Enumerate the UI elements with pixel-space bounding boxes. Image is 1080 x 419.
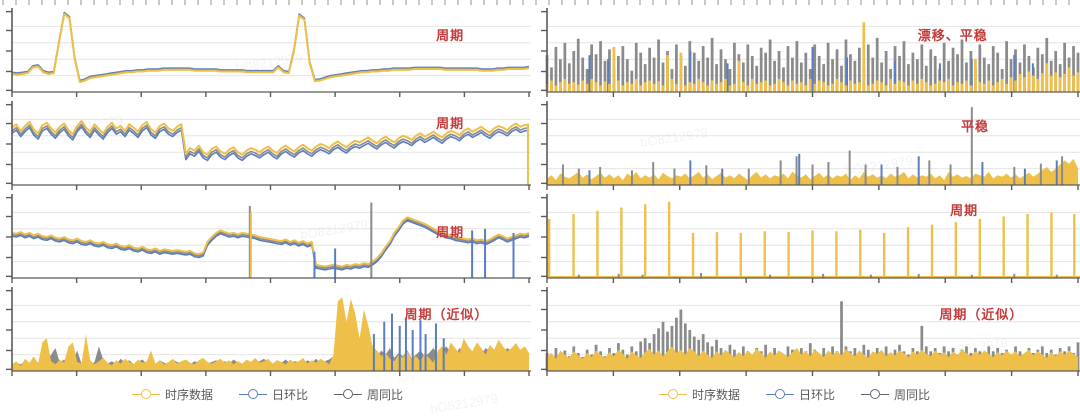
bar-chart-drift-stationary (541, 8, 1080, 97)
annotation-label: 周期 (436, 28, 465, 44)
annotation-label: 周期 (436, 225, 465, 241)
legend-label: 周同比 (367, 387, 404, 402)
annotation-label: 周期 (436, 115, 465, 131)
line-circle-marker-icon (334, 389, 362, 399)
annotation-label: 漂移、平稳 (917, 28, 988, 44)
annotation-label: 平稳 (960, 119, 989, 135)
legend-left: 时序数据 日环比 周同比 (4, 383, 531, 405)
line-circle-marker-icon (131, 389, 160, 399)
left-chart-column: 周期 周期 周期 周期（近似） 时序数据 日环比 周同比 (4, 7, 531, 405)
chart-panel-left-row1: 周期 (4, 7, 531, 98)
right-chart-column: 漂移、平稳 平稳 周期 周期（近似） 时序数据 日环比 周同比 (539, 7, 1080, 405)
chart-panel-left-row4: 周期（近似） (4, 286, 531, 377)
legend-label: 时序数据 (691, 387, 740, 402)
line-circle-marker-icon (658, 389, 687, 399)
line-circle-marker-icon (765, 389, 794, 399)
legend-item-day-over-day: 日环比 (238, 386, 308, 403)
legend-item-timeseries: 时序数据 (131, 386, 213, 403)
legend-item-timeseries: 时序数据 (658, 386, 740, 403)
bar-chart-stationary (541, 101, 1080, 190)
cropped-axis-tick-strip (2, 0, 1078, 5)
chart-panel-right-row4: 周期（近似） (539, 286, 1080, 377)
chart-panel-left-row2: 周期 (4, 100, 531, 191)
chart-panel-left-row3: 周期 (4, 193, 531, 284)
legend-label: 日环比 (271, 387, 308, 402)
legend-label: 时序数据 (164, 387, 213, 402)
chart-grid: 周期 周期 周期 周期（近似） 时序数据 日环比 周同比 (0, 7, 1080, 405)
annotation-label: 周期 (950, 203, 979, 219)
legend-label: 日环比 (798, 387, 835, 402)
bar-chart-approx-periodic (541, 287, 1080, 376)
legend-right: 时序数据 日环比 周同比 (539, 383, 1050, 405)
legend-item-week-over-week: 周同比 (334, 386, 403, 403)
spike-chart-periodic (541, 194, 1080, 283)
legend-item-day-over-day: 日环比 (765, 386, 835, 403)
spike-chart-approx-periodic (6, 287, 531, 376)
chart-panel-right-row3: 周期 (539, 193, 1080, 284)
line-chart-periodic-1 (6, 8, 531, 97)
line-chart-periodic-3 (6, 194, 531, 283)
chart-panel-right-row2: 平稳 (539, 100, 1080, 191)
legend-item-week-over-week: 周同比 (861, 386, 930, 403)
annotation-label: 周期（近似） (404, 307, 489, 323)
chart-panel-right-row1: 漂移、平稳 (539, 7, 1080, 98)
line-circle-marker-icon (238, 389, 267, 399)
line-chart-periodic-2 (6, 101, 531, 190)
legend-label: 周同比 (894, 387, 931, 402)
annotation-label: 周期（近似） (939, 307, 1024, 323)
line-circle-marker-icon (861, 389, 889, 399)
